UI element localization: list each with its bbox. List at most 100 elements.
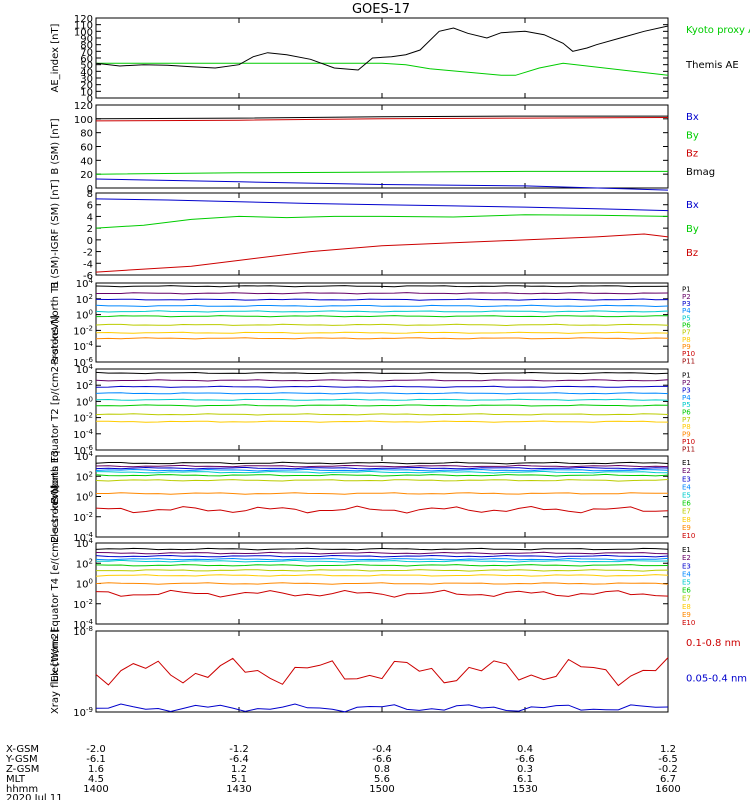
- y-tick-label: 100: [76, 395, 93, 408]
- y-tick-label: 100: [76, 491, 93, 504]
- legend-entry: Bz: [686, 248, 698, 259]
- series-line: [96, 420, 669, 423]
- series-line: [95, 413, 669, 416]
- series-line: [95, 464, 669, 468]
- legend-entry: P1: [682, 286, 691, 294]
- series-line: [95, 315, 668, 318]
- y-tick-label: 50: [80, 61, 93, 72]
- legend: Kyoto proxy AE Themis AE: [685, 25, 750, 71]
- legend-entry: E6: [682, 500, 691, 508]
- y-tick-label: 100: [74, 27, 93, 38]
- y-tick-label: 104: [76, 363, 94, 376]
- legend-entry: 0.05-0.4 nm: [686, 674, 747, 685]
- legend-entry: P11: [682, 357, 695, 365]
- legend-entry: P8: [682, 423, 691, 431]
- series-line: [95, 310, 669, 313]
- y-axis-label: AE_index [nT]: [50, 23, 61, 92]
- legend-entry: P6: [682, 322, 691, 330]
- legend-entry: Kyoto proxy AE: [686, 25, 750, 36]
- y-tick-label: 10-9: [73, 706, 93, 719]
- x-tick-value: -1.2: [229, 744, 249, 755]
- series-line: [95, 574, 669, 577]
- x-tick-value: 1430: [226, 784, 251, 795]
- legend-entry: E9: [682, 524, 691, 532]
- series-line: [95, 505, 669, 514]
- x-tick-value: -6.6: [372, 754, 392, 765]
- x-tick-value: -6.4: [229, 754, 249, 765]
- y-tick-label: 40: [80, 67, 93, 78]
- series-line: [95, 298, 669, 301]
- legend-entry: P5: [682, 314, 691, 322]
- legend-entry: E5: [682, 578, 691, 586]
- series-line: [95, 385, 668, 388]
- x-tick-value: 1530: [512, 784, 537, 795]
- x-row-label: hhmm: [6, 784, 38, 795]
- y-tick-label: 102: [76, 557, 93, 570]
- series-line: [95, 473, 669, 477]
- series-line: [95, 25, 669, 71]
- series-line: [95, 337, 669, 340]
- legend-entry: E7: [682, 595, 691, 603]
- legend-entry: E8: [682, 516, 691, 524]
- legend-entry: Bx: [686, 112, 699, 123]
- x-row-label: X-GSM: [6, 744, 39, 755]
- y-tick-label: 60: [80, 54, 93, 65]
- chart-panel-8: 10-8 10-9 Xray flux [W/m2] 0.1-0.8 nm 0.05-0…: [50, 625, 747, 719]
- series-line: [95, 551, 669, 555]
- series-line: [95, 304, 669, 308]
- legend-entry: P10: [682, 350, 695, 358]
- legend-entry: E10: [682, 619, 695, 627]
- y-tick-label: 10-4: [73, 428, 93, 441]
- legend: Bx By Bz: [686, 200, 699, 259]
- y-tick-label: 0: [87, 184, 93, 195]
- series-line: [95, 285, 669, 288]
- y-tick-label: 102: [76, 379, 93, 392]
- legend-entry: By: [686, 130, 699, 141]
- series-line: [96, 569, 669, 572]
- y-tick-label: 110: [74, 21, 93, 32]
- y-tick-label: 80: [80, 129, 93, 140]
- y-tick-label: 60: [80, 143, 93, 154]
- y-tick-label: 70: [80, 47, 93, 58]
- legend-entry: E2: [682, 554, 691, 562]
- series-line: [95, 233, 669, 273]
- series-line: [95, 582, 669, 585]
- legend-entry: P3: [682, 300, 691, 308]
- legend-entry: P7: [682, 416, 691, 424]
- y-tick-label: 120: [74, 14, 93, 25]
- x-tick-value: 5.1: [231, 774, 247, 785]
- y-tick-label: 20: [80, 170, 93, 181]
- series-line: [95, 404, 669, 407]
- x-tick-value: 1400: [83, 784, 108, 795]
- series-line: [96, 292, 669, 295]
- x-tick-value: -6.6: [515, 754, 535, 765]
- y-tick-label: 100: [74, 115, 93, 126]
- y-tick-label: 2: [87, 224, 93, 235]
- series-line: [95, 461, 669, 465]
- legend-entry: P1: [682, 372, 691, 380]
- legend-entry: E7: [682, 508, 691, 516]
- x-row-label: Z-GSM: [6, 764, 39, 775]
- legend-entry: P3: [682, 386, 691, 394]
- series-line: [95, 178, 669, 191]
- legend-entry: P4: [682, 307, 691, 315]
- legend-entry: E1: [682, 459, 691, 467]
- series-line: [95, 479, 669, 482]
- legend: 0.1-0.8 nm 0.05-0.4 nm: [686, 638, 747, 685]
- series-line: [95, 554, 669, 558]
- legend-entry: E10: [682, 532, 695, 540]
- legend-entry: E6: [682, 587, 691, 595]
- y-axis-label: B (SM) [nT]: [50, 118, 61, 174]
- x-tick-value: 1.6: [88, 764, 104, 775]
- y-axis-label: B (SM)-IGRF (SM) [nT]: [50, 179, 61, 288]
- y-axis-label: Electrons Equator T4 [e/(cm2-s-sr-keV)]: [50, 485, 61, 682]
- series-line: [95, 557, 669, 561]
- y-tick-label: 90: [80, 34, 93, 45]
- legend-entry: E5: [682, 491, 691, 499]
- y-tick-label: 102: [76, 293, 93, 306]
